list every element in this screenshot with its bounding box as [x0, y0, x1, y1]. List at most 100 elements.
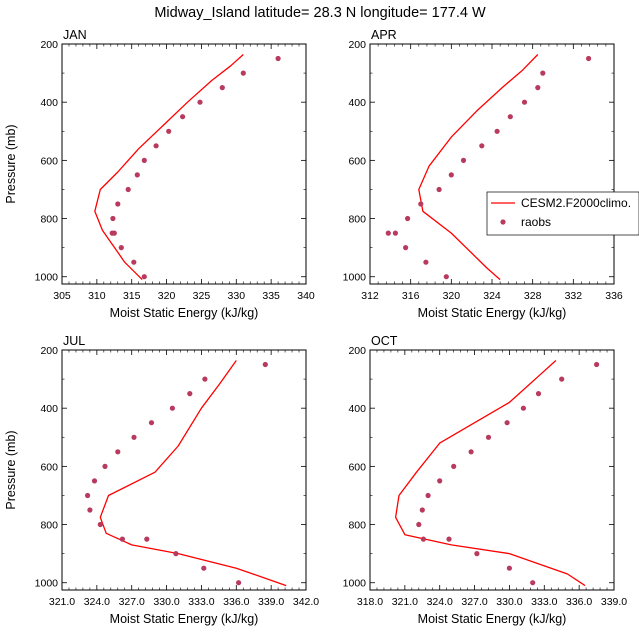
- panel-jan-obs-point: [219, 85, 225, 91]
- panel-jul-xtick-label: 324.0: [84, 596, 110, 608]
- legend: CESM2.F2000climo. raobs: [486, 191, 639, 236]
- panel-jul-xtick-label: 336.0: [223, 596, 249, 608]
- panel-jan-obs-point: [166, 128, 172, 134]
- panel-apr-obs-point: [405, 215, 411, 222]
- panel-oct-obs-point: [437, 478, 443, 484]
- panel-jul-frame: [61, 349, 307, 591]
- panel-jan-xtick-label: 340: [297, 290, 315, 302]
- panel-jul-xtick-label: 333.0: [188, 596, 214, 608]
- panel-jan-obs-point: [125, 186, 131, 193]
- panel-oct-obs-point: [504, 420, 510, 426]
- panel-oct-obs-point: [451, 463, 457, 469]
- panel-jul-obs-point: [85, 492, 91, 499]
- panel-apr-obs-point: [494, 128, 500, 134]
- panel-apr-xtick-label: 336: [605, 290, 623, 302]
- panel-oct-xtick-label: 330.0: [496, 596, 522, 608]
- panel-jan-xtick-label: 325: [193, 290, 211, 302]
- panel-jan-obs-point: [118, 245, 124, 251]
- panel-jan-ytick-label: 200: [40, 39, 58, 51]
- panel-oct-ytick-label: 1000: [343, 578, 367, 590]
- panel-jan-ytick-label: 1000: [35, 272, 59, 284]
- panel-oct-obs-point: [420, 536, 426, 542]
- panel-oct-xtick-label: 318.0: [357, 596, 383, 608]
- panel-oct-ytick-label: 800: [348, 520, 366, 532]
- panel-jan-obs-point: [110, 215, 116, 222]
- panel-oct-xtick-label: 339.0: [601, 596, 627, 608]
- panel-apr-xtick-label: 312: [361, 290, 379, 302]
- panel-oct-obs-point: [594, 361, 600, 368]
- panel-oct-obs-point: [559, 376, 565, 382]
- panel-jan-xtick-label: 330: [228, 290, 246, 302]
- panel-jan-obs-point: [153, 143, 159, 149]
- panel-jan-ytick-label: 600: [40, 155, 58, 167]
- panel-jul-obs-point: [236, 580, 242, 586]
- panel-apr-obs-point: [479, 143, 485, 149]
- panel-jul-xtick-label: 327.0: [119, 596, 145, 608]
- panel-apr-obs-point: [418, 201, 424, 207]
- panel-jul-obs-point: [144, 536, 150, 542]
- panel-jan-obs-point: [275, 55, 281, 62]
- panel-apr-obs-point: [443, 274, 449, 280]
- panel-apr-obs-point: [392, 230, 398, 236]
- panel-oct-obs-point: [485, 434, 492, 440]
- panel-oct-obs-point: [468, 449, 474, 455]
- panels-group: JAN 305 310 315 320 325 330 335 340 200 400 600 800 1…: [4, 28, 627, 626]
- panel-jan-obs-point: [197, 99, 203, 105]
- panel-jul-ytick-label: 200: [40, 345, 58, 357]
- panel-oct-obs-point: [530, 580, 536, 586]
- panel-oct-frame: [369, 349, 615, 591]
- panel-oct-obs-point: [419, 507, 425, 513]
- panel-jul-obs-point: [102, 463, 108, 469]
- panel-jan-obs-point: [134, 172, 140, 178]
- panel-jul: JUL 321.0 324.0 327.0 330.0 333.0 336.0 339.0 34…: [4, 334, 319, 626]
- panel-apr-obs-point: [521, 99, 528, 105]
- panel-oct-title: OCT: [371, 334, 398, 348]
- panel-oct-xtick-label: 321.0: [392, 596, 418, 608]
- panel-jul-xtick-label: 342.0: [293, 596, 319, 608]
- panel-jul-xlabel: Moist Static Energy (kJ/kg): [110, 612, 259, 626]
- panel-apr-ytick-label: 800: [348, 214, 366, 226]
- panel-jan-ylabel: Pressure (mb): [4, 124, 18, 203]
- panel-oct-obs-point: [474, 551, 480, 557]
- panel-apr-xlabel: Moist Static Energy (kJ/kg): [418, 306, 567, 320]
- panel-apr-obs-point: [507, 114, 513, 120]
- panel-jul-obs-point: [91, 478, 98, 484]
- panel-oct-obs-point: [416, 521, 422, 528]
- panel-jan-xtick-label: 320: [158, 290, 176, 302]
- panel-jul-xtick-label: 321.0: [49, 596, 75, 608]
- panel-apr-xtick-label: 332: [565, 290, 583, 302]
- panel-apr-ytick-label: 400: [348, 97, 366, 109]
- panel-oct-obs-point: [506, 565, 512, 571]
- panel-apr-model-line: [418, 54, 539, 281]
- panel-jan-obs-point: [115, 201, 121, 207]
- panel-oct-xtick-label: 336.0: [566, 596, 592, 608]
- panel-jul-title: JUL: [63, 334, 85, 348]
- panel-jul-obs-point: [131, 434, 137, 440]
- panel-jan-title: JAN: [63, 28, 87, 42]
- figure-title: Midway_Island latitude= 28.3 N longitude…: [154, 5, 486, 21]
- panel-oct-obs-point: [425, 492, 431, 499]
- panel-jul-obs-point: [187, 391, 193, 397]
- panel-apr: APR 312 316 320 324 328 332 336 200 400 600 800 1000…: [343, 28, 623, 320]
- panel-jul-obs-point: [119, 536, 125, 542]
- panel-apr-obs-point: [586, 55, 592, 62]
- panel-apr-ytick-label: 200: [348, 39, 366, 51]
- legend-obs-label: raobs: [521, 215, 551, 229]
- panel-jul-obs-point: [202, 376, 208, 382]
- panel-jan-xtick-label: 335: [262, 290, 280, 302]
- panel-oct-ytick-label: 200: [348, 345, 366, 357]
- panel-apr-obs-point: [460, 157, 467, 163]
- panel-jul-xtick-label: 330.0: [153, 596, 179, 608]
- panel-jan-obs-point: [141, 274, 147, 280]
- panel-jan-obs-point: [131, 259, 137, 265]
- panel-oct-xtick-label: 324.0: [427, 596, 453, 608]
- panel-jul-ytick-label: 600: [40, 461, 58, 473]
- panel-jan-model-line: [94, 54, 244, 281]
- panel-oct-ytick-label: 400: [348, 403, 366, 415]
- panel-jan-obs-point: [141, 157, 147, 163]
- panel-jan-xtick-label: 315: [123, 290, 141, 302]
- panel-jan-obs-point: [180, 114, 186, 120]
- panel-jul-ytick-label: 1000: [35, 578, 59, 590]
- panel-jan-ytick-label: 400: [40, 97, 58, 109]
